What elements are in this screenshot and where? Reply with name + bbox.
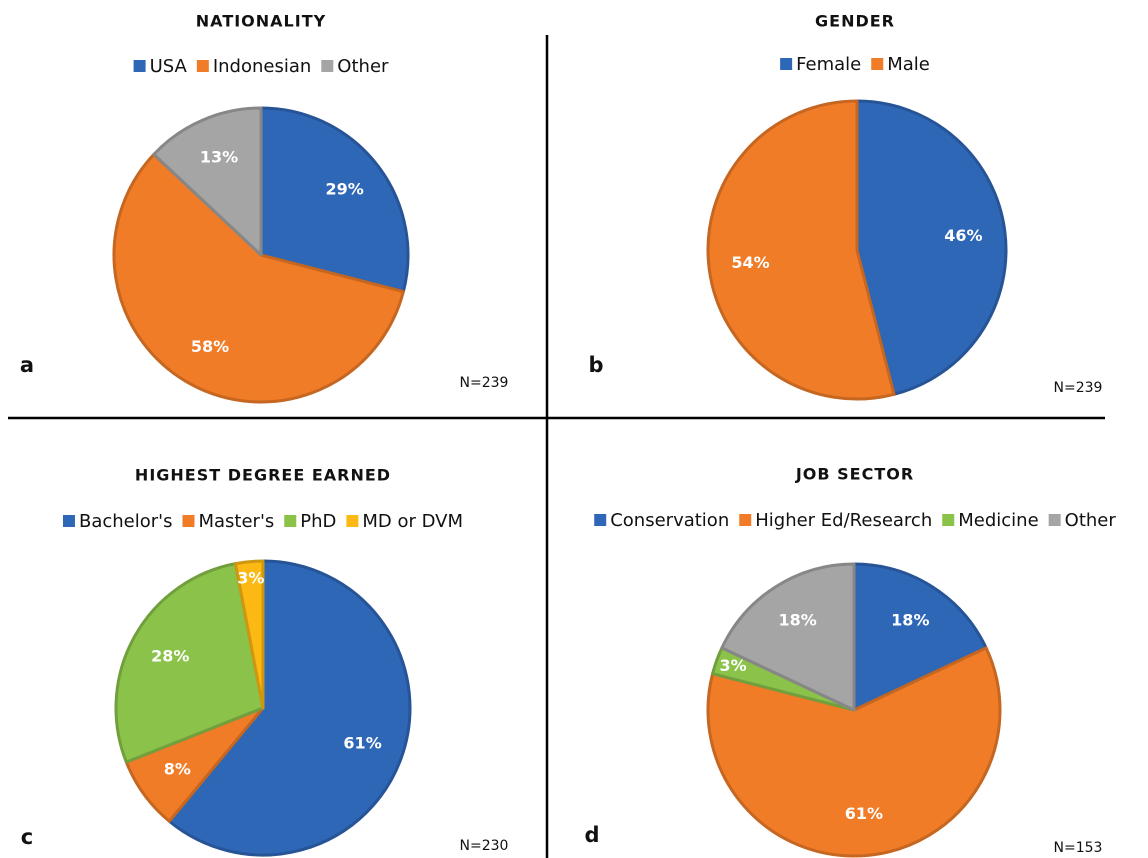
legend: Female Male — [780, 54, 930, 75]
legend-label: Other — [1065, 510, 1117, 531]
legend-swatch — [739, 514, 752, 526]
legend-swatch — [1048, 514, 1061, 526]
pie-slice — [114, 562, 265, 764]
legend-swatch — [942, 514, 955, 526]
panel-label: c — [21, 825, 33, 849]
panel-label: d — [584, 823, 599, 847]
data-label: 13% — [200, 147, 238, 166]
legend-label: USA — [150, 56, 188, 77]
data-label: 58% — [191, 337, 229, 356]
legend-label: Master's — [198, 511, 274, 532]
legend-swatch — [284, 515, 297, 527]
legend-label: Female — [796, 54, 861, 75]
legend-label: Male — [887, 54, 930, 75]
pie-slice — [855, 99, 1008, 396]
data-label: 18% — [779, 611, 817, 630]
pie-slice — [233, 559, 265, 710]
legend-swatch — [871, 58, 884, 70]
pie-slice — [706, 99, 896, 401]
legend-swatch — [182, 515, 195, 527]
chart-title: NATIONALITY — [196, 12, 326, 31]
pie-slice — [259, 106, 410, 294]
legend-label: Bachelor's — [79, 511, 173, 532]
legend: Bachelor's Master's PhD MD or DVM — [62, 511, 463, 532]
data-label: 3% — [237, 569, 264, 588]
data-label: 28% — [151, 647, 189, 666]
data-label: 61% — [845, 804, 883, 823]
annotation: N=239 — [460, 375, 509, 391]
legend-label: Medicine — [958, 510, 1038, 531]
pie-slice — [167, 559, 412, 857]
data-label: 8% — [164, 760, 191, 779]
data-label: 18% — [891, 611, 929, 630]
legend: USA Indonesian Other — [133, 56, 389, 77]
pie-slice — [720, 562, 856, 712]
data-label: 46% — [944, 226, 982, 245]
data-label: 3% — [720, 656, 747, 675]
data-label: 61% — [343, 733, 381, 752]
pie-slice — [112, 152, 405, 404]
legend-swatch — [346, 515, 359, 527]
legend-swatch — [196, 60, 209, 72]
annotation: N=153 — [1054, 840, 1103, 856]
legend-swatch — [321, 60, 334, 72]
pie-slice — [706, 646, 1002, 858]
legend-label: PhD — [300, 511, 336, 532]
legend-label: Indonesian — [213, 56, 311, 77]
chart-title: JOB SECTOR — [795, 465, 914, 484]
legend-swatch — [62, 515, 75, 527]
chart-title: HIGHEST DEGREE EARNED — [135, 466, 391, 485]
pie-slice — [152, 106, 263, 257]
legend-label: Conservation — [610, 510, 729, 531]
legend-label: Higher Ed/Research — [755, 510, 932, 531]
panel-label: b — [588, 353, 603, 377]
annotation: N=239 — [1054, 380, 1103, 396]
legend-swatch — [133, 60, 146, 72]
panel-label: a — [20, 353, 34, 377]
pie-slice — [852, 562, 988, 712]
legend-label: MD or DVM — [362, 511, 463, 532]
chart-title: GENDER — [815, 12, 895, 31]
data-label: 29% — [325, 180, 363, 199]
legend-swatch — [780, 58, 793, 70]
legend-swatch — [594, 514, 607, 526]
annotation: N=230 — [460, 838, 509, 854]
legend: Conservation Higher Ed/Research Medicine Ot… — [594, 510, 1116, 531]
data-label: 54% — [731, 253, 769, 272]
legend-label: Other — [337, 56, 389, 77]
